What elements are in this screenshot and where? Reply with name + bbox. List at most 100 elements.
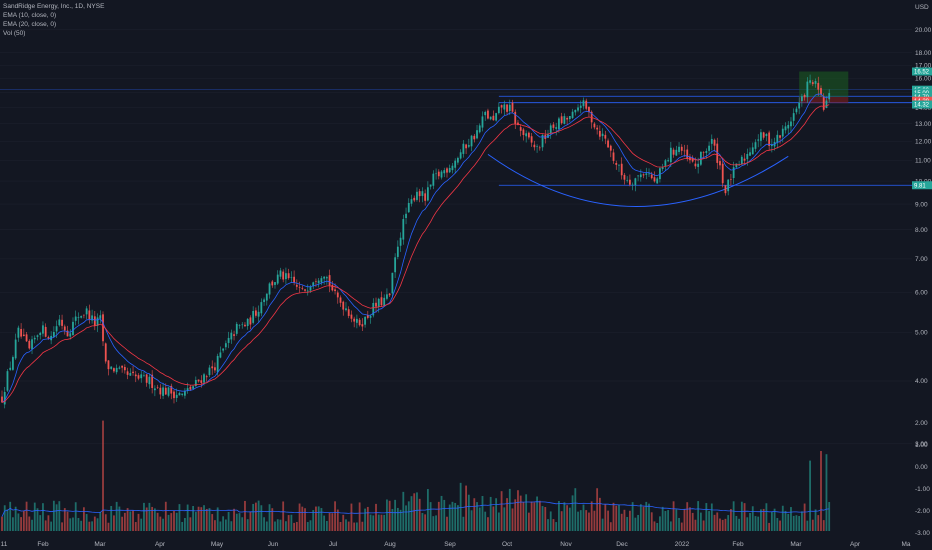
candle-body (129, 373, 132, 376)
candle-body (566, 118, 569, 120)
ema20-legend[interactable]: EMA (20, close, 0) (3, 21, 57, 28)
volume-bar (467, 494, 470, 531)
volume-bar (639, 504, 642, 531)
candle-body (61, 319, 63, 326)
currency-label: USD (915, 4, 929, 11)
candle-body (558, 118, 560, 130)
candle-body (88, 310, 91, 320)
symbol-title[interactable]: SandRidge Energy, Inc., 1D, NYSE (3, 3, 105, 10)
volume-bar (454, 502, 457, 531)
volume-bar (809, 460, 811, 531)
candle-body (811, 82, 814, 85)
candle-body (63, 326, 66, 331)
candle-body (508, 104, 511, 112)
volume-bar (527, 512, 530, 531)
candle-body (538, 147, 541, 149)
candle-body (192, 386, 194, 389)
volume-bar (336, 509, 339, 531)
ema10-legend[interactable]: EMA (10, close, 0) (3, 12, 57, 19)
candle-body (388, 293, 391, 296)
volume-bar (83, 507, 85, 531)
volume-bar (749, 513, 751, 531)
volume-bar (80, 520, 83, 531)
volume-bar (547, 519, 549, 531)
volume-bar (167, 514, 170, 531)
candle-body (290, 277, 293, 279)
candle-body (639, 174, 642, 178)
volume-bar (465, 485, 467, 531)
volume-bar (811, 519, 814, 531)
volume-bar (514, 499, 517, 531)
price-tick-label: 5.00 (915, 330, 928, 337)
candle-body (803, 94, 806, 98)
price-tick-label: 18.00 (915, 50, 932, 57)
candle-body (784, 126, 787, 131)
volume-bar (609, 522, 612, 531)
time-tick-label: Ma (901, 541, 910, 548)
volume-bar (126, 508, 129, 531)
candle-body (410, 199, 413, 204)
candle-body (107, 360, 110, 370)
candle-body (675, 149, 678, 156)
candle-body (309, 286, 312, 291)
volume-tick-label: -2.00 (915, 508, 930, 515)
volume-bar (694, 519, 697, 531)
candle-body (631, 184, 634, 186)
ema10-line (1, 93, 830, 403)
volume-bar (260, 505, 263, 531)
volume-bar (410, 496, 413, 531)
candle-body (391, 272, 394, 294)
candle-body (25, 334, 28, 342)
volume-bar (47, 515, 50, 531)
volume-bar (170, 513, 173, 531)
candle-body (252, 310, 255, 323)
volume-bar (58, 501, 61, 531)
price-axis[interactable]: 20.0018.0017.0016.0015.0014.0013.0012.00… (912, 27, 932, 537)
candle-body (762, 132, 765, 138)
candle-body (448, 167, 451, 173)
candle-body (257, 311, 260, 317)
candle-body (634, 178, 637, 185)
volume-bar (140, 518, 143, 531)
volume-bar (710, 503, 713, 531)
candle-body (276, 274, 279, 284)
candle-body (156, 386, 159, 388)
candle-body (315, 281, 317, 282)
volume-bar (20, 517, 23, 531)
candle-body (577, 107, 579, 111)
time-tick-label: Dec (616, 541, 628, 548)
volume-bar (39, 515, 42, 531)
volume-bar (268, 504, 271, 531)
volume-legend[interactable]: Vol (50) (3, 30, 26, 37)
volume-bar (375, 503, 377, 531)
candle-body (224, 343, 227, 348)
candle-body (708, 145, 710, 151)
volume-bar (230, 521, 233, 531)
volume-bar (356, 522, 358, 531)
candle-body (828, 93, 831, 100)
volume-bar (134, 522, 137, 531)
candle-body (489, 116, 492, 120)
candle-body (364, 316, 366, 325)
volume-bar (405, 505, 407, 531)
candle-body (42, 325, 44, 334)
volume-bar (42, 503, 44, 531)
volume-bar (533, 502, 536, 531)
volume-bar (69, 518, 72, 531)
time-axis[interactable]: 11 Feb Mar Apr May Jun Jul Aug Sep Oct Nov Dec 2022 F… (1, 541, 911, 548)
volume-bar (689, 507, 691, 531)
volume-bar (558, 501, 560, 531)
volume-bar (457, 505, 459, 531)
volume-bar (66, 511, 69, 531)
candle-body (719, 161, 721, 166)
volume-bar (25, 501, 28, 531)
volume-bar (642, 506, 645, 531)
volume-bar (487, 517, 489, 531)
candle-body (140, 374, 143, 379)
price-tag (912, 100, 932, 109)
candle-body (121, 365, 124, 368)
volume-bar (14, 506, 17, 531)
volume-bar (683, 509, 686, 531)
price-tick-label: 6.00 (915, 290, 928, 297)
